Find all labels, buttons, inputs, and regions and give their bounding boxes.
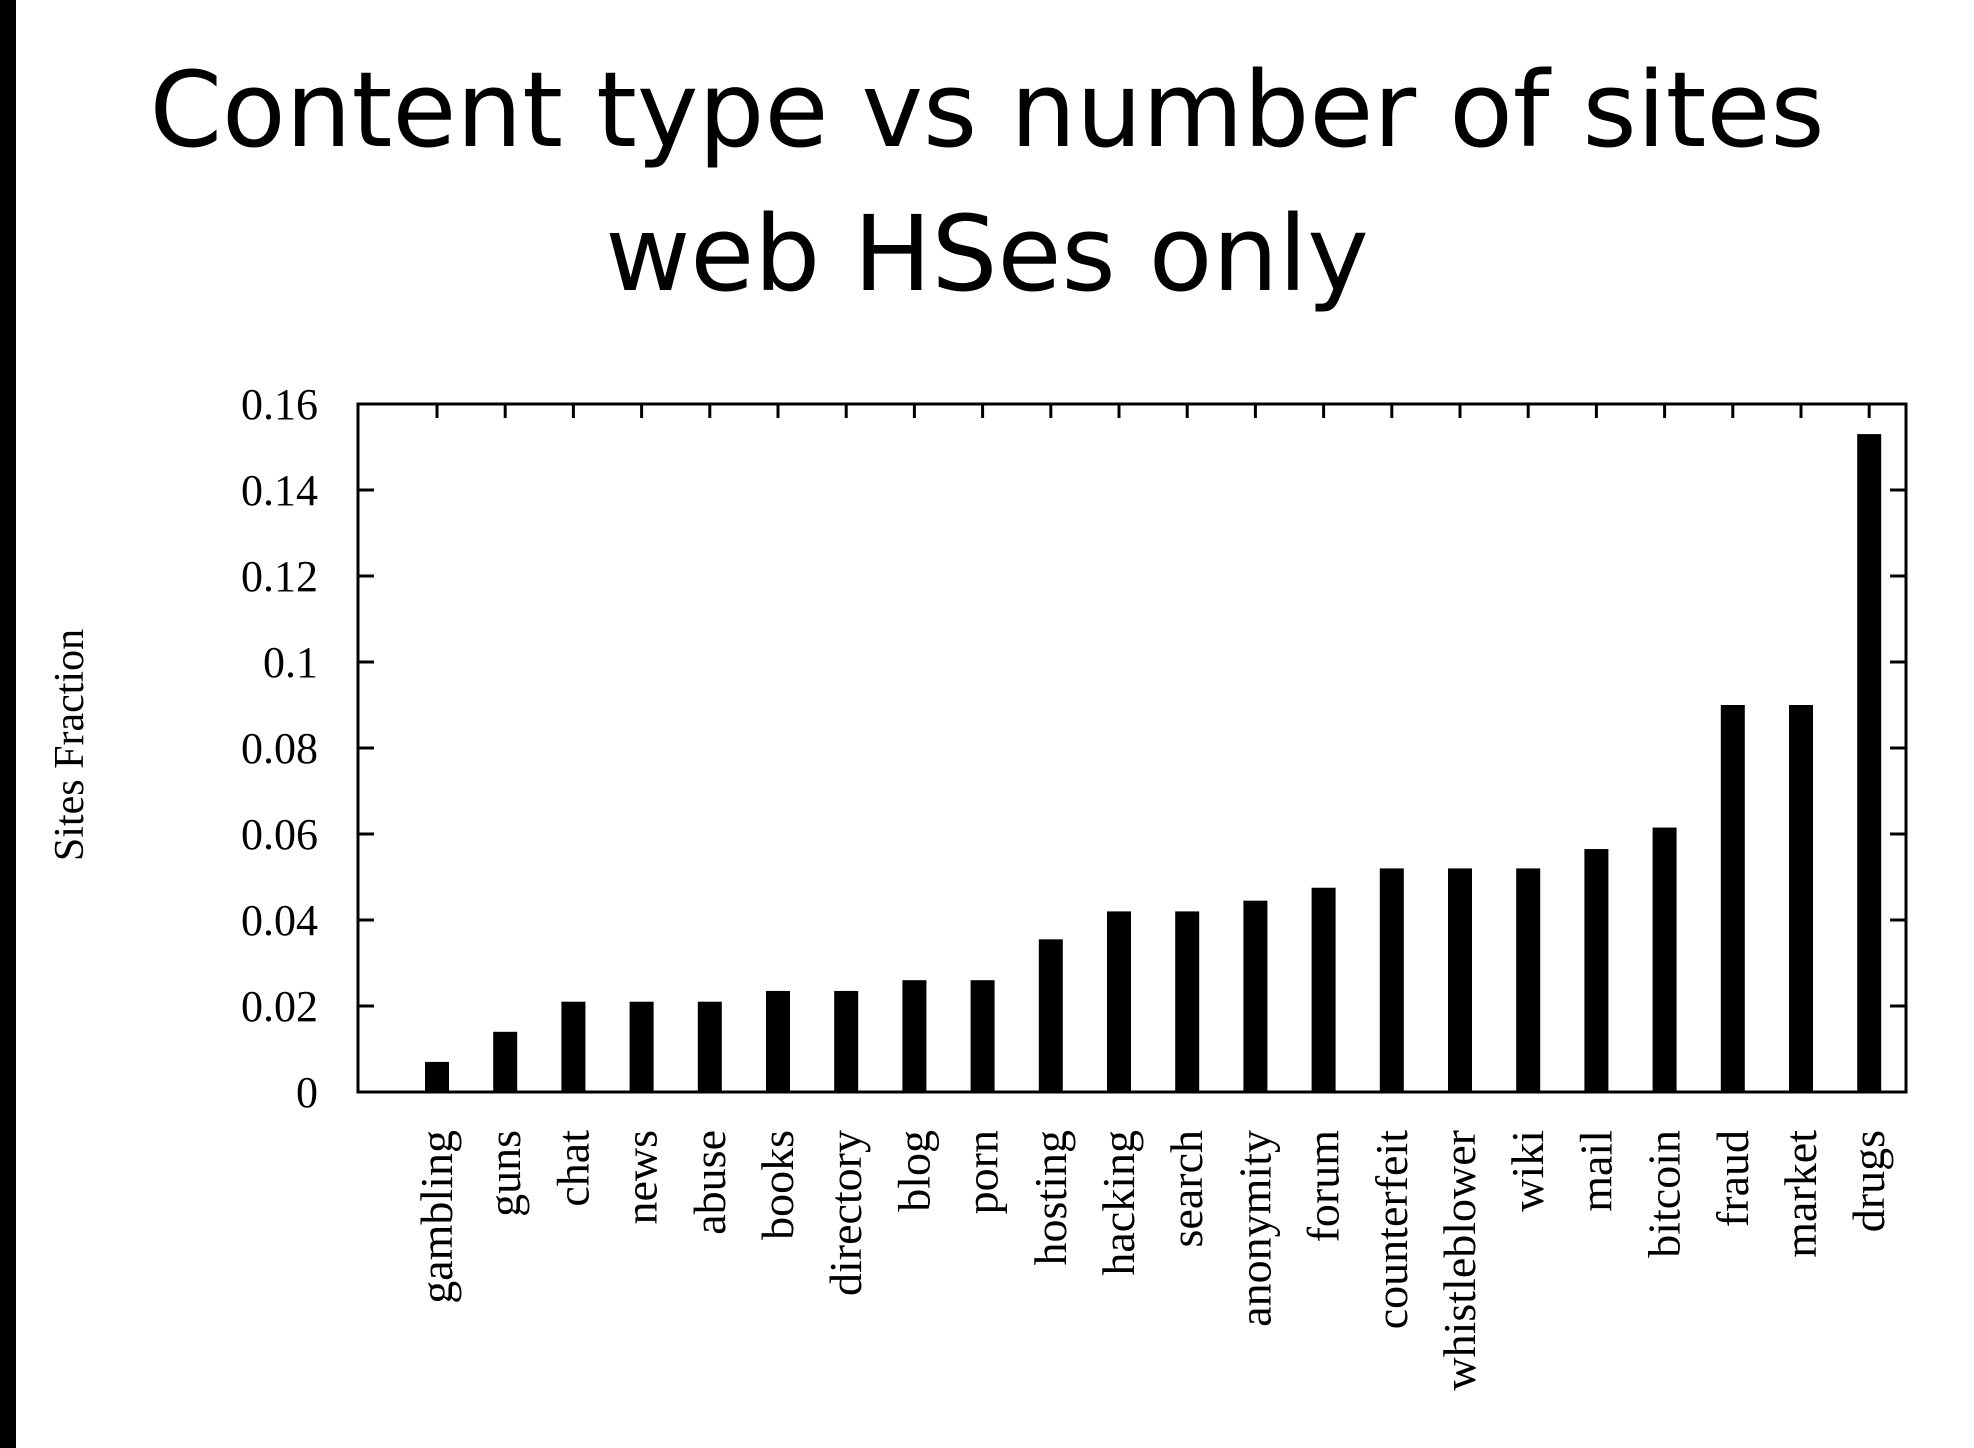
bar-gambling [425,1061,449,1092]
x-tick-label-market: market [1775,1130,1826,1258]
x-tick-label-bitcoin: bitcoin [1639,1130,1690,1258]
bar-bitcoin [1652,827,1677,1092]
x-tick-label-hacking: hacking [1093,1130,1144,1276]
bar-market [1789,705,1813,1092]
x-tick-label-whistleblower: whistleblower [1434,1130,1485,1391]
x-tick-label-guns: guns [479,1130,530,1217]
bar-hosting [1038,939,1063,1092]
bar-chat [561,1001,586,1092]
x-tick-label-counterfeit: counterfeit [1366,1130,1417,1329]
y-tick-label: 0.04 [241,896,318,945]
bar-drugs [1857,434,1882,1093]
bars [425,434,1882,1093]
y-tick-label: 0.1 [263,638,318,687]
x-tick-label-gambling: gambling [411,1130,462,1304]
x-tick-label-hosting: hosting [1025,1130,1076,1265]
y-tick-label: 0 [296,1068,318,1117]
y-tick-label: 0.08 [241,724,318,773]
x-tick-label-abuse: abuse [684,1130,735,1235]
bar-wiki [1516,868,1541,1092]
x-tick-label-mail: mail [1570,1130,1621,1212]
bar-whistleblower [1448,868,1472,1092]
bar-directory [834,990,859,1092]
x-tick-label-news: news [616,1130,667,1225]
left-edge-strip [0,0,16,1448]
x-tick-label-wiki: wiki [1502,1130,1553,1212]
y-tick-label: 0.12 [241,552,318,601]
bar-hacking [1107,911,1131,1092]
bar-search [1175,911,1200,1092]
bar-blog [902,980,927,1092]
x-tick-label-fraud: fraud [1707,1130,1758,1227]
x-tick-label-blog: blog [888,1130,939,1212]
bar-abuse [697,1001,722,1092]
y-axis-ticks: 0 0.02 0.04 0.06 0.08 0.1 0.12 0.14 0.16 [241,380,1906,1117]
bar-fraud [1720,705,1745,1092]
bar-books [766,990,790,1092]
x-tick-label-books: books [752,1130,803,1240]
y-tick-label: 0.14 [241,466,318,515]
y-tick-label: 0.16 [241,380,318,429]
bar-forum [1311,887,1336,1092]
x-tick-label-directory: directory [820,1130,871,1296]
x-tick-label-forum: forum [1298,1130,1349,1243]
y-tick-label: 0.06 [241,810,318,859]
x-tick-label-porn: porn [957,1130,1008,1214]
x-tick-label-anonymity: anonymity [1229,1130,1280,1327]
bar-mail [1584,849,1609,1092]
x-tick-label-search: search [1161,1130,1212,1247]
bar-anonymity [1243,900,1268,1092]
x-tick-label-drugs: drugs [1843,1130,1894,1232]
plot-frame [356,402,1908,1094]
y-axis-label: Sites Fraction [47,629,93,861]
bar-porn [970,980,995,1092]
bar-guns [493,1031,518,1092]
chart-subtitle: web HSes only [605,193,1369,315]
y-tick-label: 0.02 [241,982,318,1031]
chart-title: Content type vs number of sites [149,49,1825,171]
x-tick-label-chat: chat [547,1130,598,1207]
bar-counterfeit [1379,868,1404,1092]
bar-news [629,1001,654,1092]
x-axis-ticks: gambling guns chat news abuse books directory b… [411,404,1894,1391]
